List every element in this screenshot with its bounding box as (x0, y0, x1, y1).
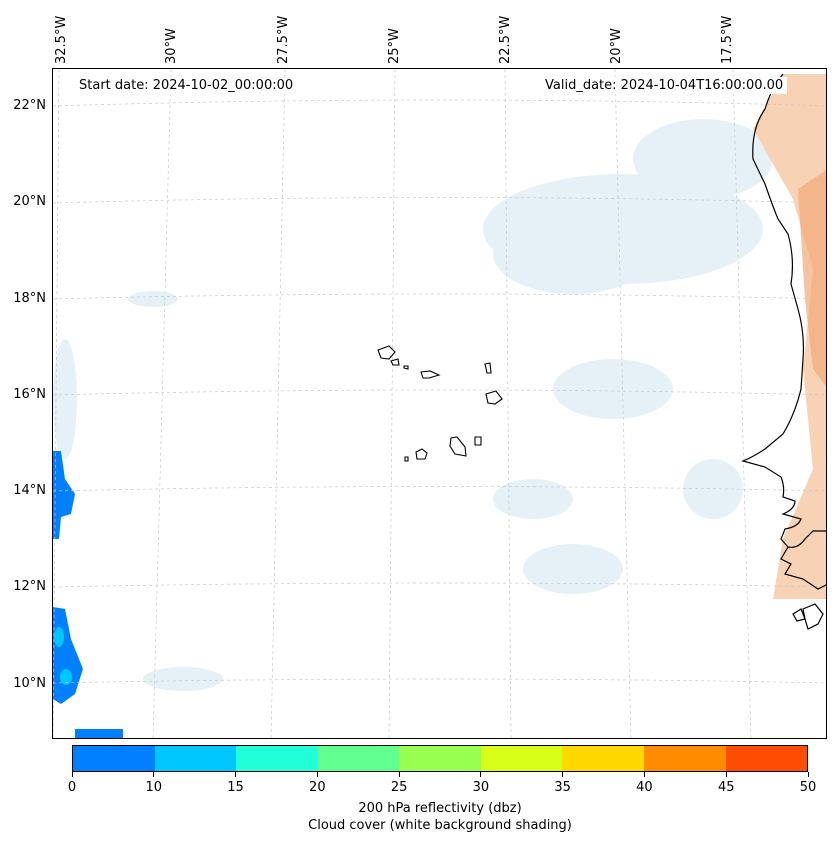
coastline (741, 73, 826, 630)
colorbar-segment (399, 746, 481, 771)
colorbar-segment (562, 746, 644, 771)
colorbar-tick-label: 45 (717, 780, 735, 795)
colorbar-tick-mark (153, 772, 155, 777)
lon-label-22-5w: 22.5°W (498, 15, 513, 64)
cape-verde-islands (377, 345, 503, 462)
valid-date-label: Valid_date: 2024-10-04T16:00:00.00 (541, 77, 788, 94)
graticule (53, 69, 826, 738)
lat-label-14n: 14°N (13, 483, 46, 498)
colorbar-segment (317, 746, 400, 771)
lon-label-30w: 30°W (164, 28, 179, 64)
colorbar-tick-label: 10 (145, 780, 163, 795)
colorbar-tick-label: 35 (554, 780, 571, 795)
cloud-cover-shading (53, 119, 773, 691)
colorbar-tick-label: 25 (390, 780, 408, 795)
colorbar-tick-mark (725, 772, 727, 777)
colorbar-segment (154, 746, 237, 771)
lon-label-25w: 25°W (387, 28, 402, 64)
colorbar-tick-mark (807, 772, 809, 777)
map-panel: Start date: 2024-10-02_00:00:00 Valid_da… (52, 68, 827, 739)
reflectivity-blobs (53, 451, 123, 738)
colorbar-tick-mark (398, 772, 400, 777)
colorbar-segment (643, 746, 726, 771)
colorbar-tick-label: 20 (309, 780, 326, 795)
lat-label-22n: 22°N (13, 98, 46, 113)
colorbar-tick-mark (316, 772, 318, 777)
colorbar-tick-mark (480, 772, 482, 777)
colorbar-segment (725, 746, 808, 771)
colorbar-tick-label: 15 (227, 780, 244, 795)
lon-label-17-5w: 17.5°W (720, 15, 735, 64)
colorbar-tick-label: 50 (799, 780, 817, 795)
lon-label-27-5w: 27.5°W (276, 15, 291, 64)
lat-label-10n: 10°N (13, 676, 46, 691)
colorbar-tick-mark (71, 772, 73, 777)
map-canvas (53, 69, 826, 738)
colorbar-label-reflectivity: 200 hPa reflectivity (dbz) (358, 801, 522, 816)
lon-label-20w: 20°W (609, 28, 624, 64)
colorbar-segment (236, 746, 318, 771)
colorbar-tick-label: 40 (636, 780, 653, 795)
colorbar-tick-label: 0 (67, 780, 77, 795)
colorbar-segment (480, 746, 563, 771)
colorbar-label-cloud: Cloud cover (white background shading) (308, 818, 572, 833)
lat-label-12n: 12°N (13, 579, 46, 594)
lon-label-32-5w: 32.5°W (54, 15, 69, 64)
colorbar-tick-mark (643, 772, 645, 777)
start-date-label: Start date: 2024-10-02_00:00:00 (75, 77, 298, 94)
colorbar-tick-mark (562, 772, 564, 777)
reflectivity-colorbar (72, 745, 808, 772)
lat-label-18n: 18°N (13, 291, 46, 306)
colorbar-tick-mark (235, 772, 237, 777)
colorbar-segment (73, 746, 155, 771)
colorbar-tick-label: 30 (472, 780, 490, 795)
lat-label-16n: 16°N (13, 387, 46, 402)
lat-label-20n: 20°N (13, 194, 46, 209)
